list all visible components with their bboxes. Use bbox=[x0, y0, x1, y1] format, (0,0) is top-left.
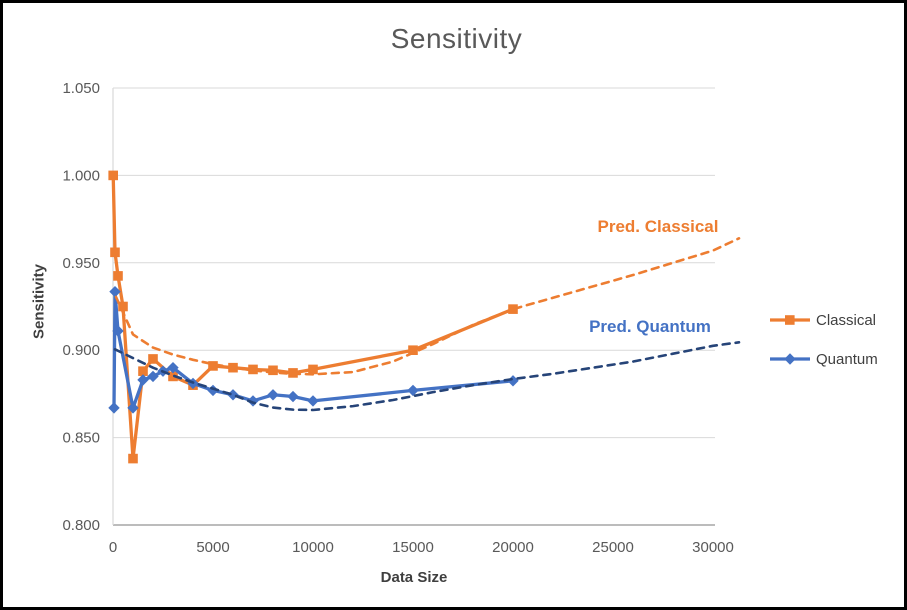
x-tick-label: 25000 bbox=[592, 539, 634, 556]
chart-canvas: 1.050 1.000 0.950 0.900 0.850 0.800 0 5000 10000… bbox=[62, 80, 741, 556]
classical-marker bbox=[508, 304, 518, 314]
x-tick-label: 15000 bbox=[392, 539, 434, 556]
y-tick-label: 0.900 bbox=[62, 342, 100, 359]
classical-marker bbox=[110, 247, 120, 258]
classical-marker bbox=[248, 364, 258, 375]
quantum-marker bbox=[507, 375, 519, 387]
x-axis-label: Data Size bbox=[380, 569, 448, 586]
classical-marker bbox=[408, 345, 418, 355]
legend-label-classical: Classical bbox=[816, 311, 877, 329]
quantum-marker bbox=[147, 370, 159, 383]
classical-line-marker-icon bbox=[770, 315, 810, 325]
legend: Classical Quantum bbox=[769, 311, 878, 389]
y-axis-label: Sensitivity bbox=[30, 263, 48, 340]
y-tick-label: 1.000 bbox=[62, 167, 100, 184]
quantum-marker bbox=[287, 390, 299, 403]
series-line-pred-classical bbox=[114, 237, 741, 376]
quantum-marker bbox=[109, 285, 121, 298]
classical-marker bbox=[208, 361, 218, 371]
x-tick-label: 0 bbox=[109, 539, 117, 556]
y-tick-label: 0.950 bbox=[62, 255, 100, 272]
y-tick-label: 0.850 bbox=[62, 430, 100, 447]
x-tick-label: 20000 bbox=[492, 539, 534, 556]
y-tick-label: 1.050 bbox=[62, 80, 100, 97]
quantum-marker bbox=[247, 395, 259, 407]
pred-classical-annotation: Pred. Classical bbox=[597, 216, 719, 236]
pred-quantum-annotation: Pred. Quantum bbox=[589, 316, 711, 336]
quantum-marker bbox=[137, 374, 149, 386]
classical-marker bbox=[128, 453, 138, 464]
series-line-pred-quantum bbox=[113, 341, 741, 412]
quantum-marker bbox=[267, 389, 279, 401]
x-tick-label: 30000 bbox=[692, 539, 734, 556]
legend-item-classical: Classical bbox=[769, 311, 878, 329]
x-tick-label: 5000 bbox=[196, 539, 229, 556]
quantum-marker bbox=[307, 395, 319, 407]
quantum-marker bbox=[407, 384, 419, 397]
classical-marker bbox=[148, 354, 158, 364]
chart-title: Sensitivity bbox=[390, 23, 523, 54]
quantum-marker bbox=[112, 325, 124, 337]
classical-marker bbox=[118, 301, 128, 312]
legend-label-quantum: Quantum bbox=[816, 350, 878, 368]
classical-marker bbox=[268, 365, 278, 376]
classical-marker bbox=[108, 170, 118, 181]
classical-marker bbox=[308, 364, 318, 375]
y-tick-label: 0.800 bbox=[62, 517, 100, 534]
classical-marker bbox=[113, 271, 123, 281]
quantum-marker bbox=[167, 361, 179, 374]
x-tick-label: 10000 bbox=[292, 539, 334, 556]
classical-marker bbox=[138, 366, 148, 376]
quantum-marker bbox=[227, 389, 239, 401]
legend-item-quantum: Quantum bbox=[769, 350, 878, 368]
classical-marker bbox=[168, 371, 178, 382]
quantum-line-marker-icon bbox=[770, 353, 810, 365]
series-line-classical bbox=[111, 173, 515, 461]
quantum-marker bbox=[108, 402, 120, 414]
